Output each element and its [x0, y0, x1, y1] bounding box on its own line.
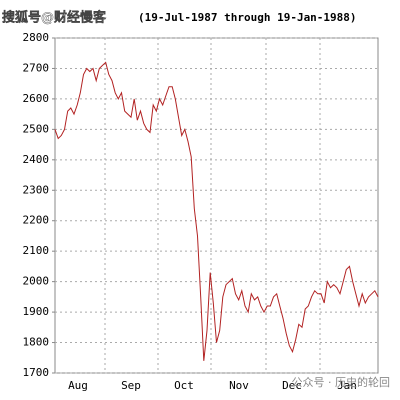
y-tick-label: 2000: [23, 275, 50, 288]
y-tick-label: 2200: [23, 214, 50, 227]
watermark: 搜狐号@财经慢客: [2, 10, 107, 26]
y-tick-label: 1800: [23, 336, 50, 349]
y-tick-label: 1700: [23, 366, 50, 379]
y-tick-label: 2500: [23, 122, 50, 135]
y-tick-label: 2300: [23, 183, 50, 196]
y-tick-label: 2400: [23, 153, 50, 166]
chart-title: (19-Jul-1987 through 19-Jan-1988): [138, 11, 357, 24]
x-tick-label: Nov: [229, 379, 249, 392]
x-tick-label: Dec: [282, 379, 302, 392]
y-tick-label: 2100: [23, 244, 50, 257]
y-tick-label: 2600: [23, 92, 50, 105]
y-tick-label: 1900: [23, 305, 50, 318]
watermark: 公众号 · 历史的轮回: [292, 375, 391, 389]
x-tick-label: Oct: [174, 379, 194, 392]
y-tick-label: 2700: [23, 61, 50, 74]
price-line: [54, 61, 379, 361]
x-tick-label: Aug: [68, 379, 88, 392]
x-tick-label: Jan: [337, 379, 357, 392]
plot-frame: [54, 37, 379, 374]
y-tick-label: 2800: [23, 31, 50, 44]
x-tick-label: Sep: [121, 379, 141, 392]
